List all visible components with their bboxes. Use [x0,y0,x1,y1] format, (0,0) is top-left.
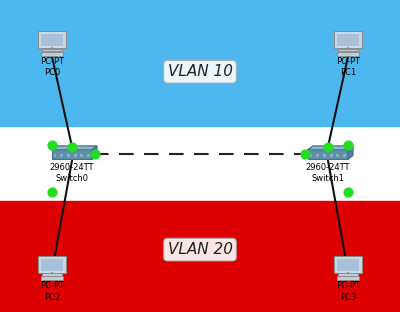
Point [345,189,351,194]
Bar [338,49,358,51]
Bar [74,154,76,157]
Bar [52,150,92,159]
Bar [41,276,63,280]
Point [69,145,75,150]
Bar [323,154,326,157]
Bar [310,154,312,157]
Point [49,189,55,194]
Text: VLAN 10: VLAN 10 [168,64,232,79]
Polygon shape [308,146,353,150]
Point [92,152,98,157]
Bar [87,154,90,157]
Bar [41,259,63,271]
Polygon shape [92,146,97,159]
Text: VLAN 20: VLAN 20 [168,242,232,257]
Bar [343,154,346,157]
Bar [38,31,66,48]
Text: PC-PT
PC3: PC-PT PC3 [336,281,360,301]
Point [49,143,55,148]
Bar [337,276,359,280]
Bar [316,154,319,157]
Point [345,143,351,148]
Polygon shape [348,146,353,159]
Bar [67,154,70,157]
Bar [0,0,400,126]
Text: PC-PT
PC0: PC-PT PC0 [40,57,64,77]
Bar [41,34,63,46]
Bar [42,273,62,276]
Bar [338,273,358,276]
Point [302,152,308,157]
Bar [337,34,359,46]
Text: 2960-24TT
Switch1: 2960-24TT Switch1 [306,163,350,183]
Point [325,145,331,150]
Bar [330,154,332,157]
Text: PC-PT
PC1: PC-PT PC1 [336,57,360,77]
Bar [337,259,359,271]
Bar [54,154,56,157]
Text: PC-PT
PC2: PC-PT PC2 [40,281,64,301]
Bar [334,31,362,48]
Bar [38,256,66,273]
Bar [42,49,62,51]
Polygon shape [52,146,97,150]
Bar [308,150,348,159]
Bar [41,52,63,56]
Bar [60,154,63,157]
Text: 2960-24TT
Switch0: 2960-24TT Switch0 [50,163,94,183]
Bar [336,154,339,157]
Bar [337,52,359,56]
Bar [0,201,400,312]
Bar [334,256,362,273]
Bar [80,154,83,157]
